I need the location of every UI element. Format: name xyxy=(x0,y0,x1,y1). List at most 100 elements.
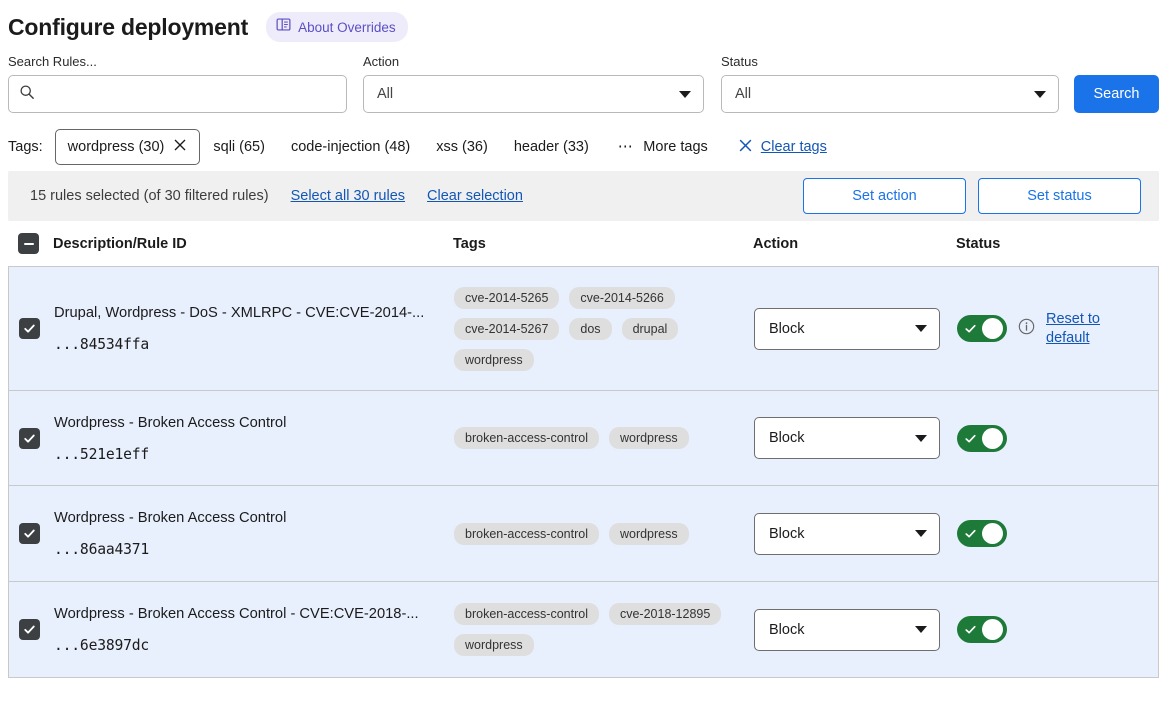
rule-action-cell: Block xyxy=(754,512,957,555)
toggle-knob xyxy=(982,619,1003,640)
reset-to-default-link[interactable]: Reset to default xyxy=(1046,310,1100,346)
rule-title: Drupal, Wordpress - DoS - XMLRPC - CVE:C… xyxy=(54,305,425,321)
rule-action-select[interactable]: Block xyxy=(754,307,940,350)
rule-status-toggle[interactable] xyxy=(957,520,1007,547)
rule-tag: wordpress xyxy=(608,522,689,545)
rule-action-select[interactable]: Block xyxy=(754,608,940,651)
table-row[interactable]: Wordpress - Broken Access Control - CVE:… xyxy=(8,582,1159,678)
tag-option-xss[interactable]: xss (36) xyxy=(436,139,488,155)
search-icon xyxy=(19,84,35,105)
set-status-button[interactable]: Set status xyxy=(978,178,1141,214)
toggle-knob xyxy=(982,523,1003,544)
check-icon xyxy=(24,324,35,333)
row-checkbox[interactable] xyxy=(19,523,40,544)
rule-tag: broken-access-control xyxy=(454,603,599,625)
clear-tags-button[interactable]: Clear tags xyxy=(738,138,827,157)
chevron-down-icon xyxy=(915,626,927,633)
select-all-checkbox[interactable] xyxy=(18,233,39,254)
close-icon xyxy=(738,138,753,157)
tag-option-header[interactable]: header (33) xyxy=(513,139,589,155)
rule-status-toggle[interactable] xyxy=(957,424,1007,452)
selection-toolbar: 15 rules selected (of 30 filtered rules)… xyxy=(8,171,1159,221)
row-checkbox-cell xyxy=(9,523,54,544)
rule-tag: wordpress xyxy=(454,634,534,656)
rule-action-cell: Block xyxy=(754,608,957,651)
rule-description-cell: Wordpress - Broken Access Control - CVE:… xyxy=(54,605,454,654)
status-field-group: Status All xyxy=(720,54,1059,113)
status-filter-value: All xyxy=(734,86,752,102)
rule-tags-cell: broken-access-control wordpress xyxy=(454,522,754,545)
row-checkbox-cell xyxy=(9,318,54,339)
toggle-knob xyxy=(982,318,1003,339)
table-row[interactable]: Wordpress - Broken Access Control ...86a… xyxy=(8,486,1159,582)
selected-tag-wordpress[interactable]: wordpress (30) xyxy=(54,129,201,165)
rule-action-select[interactable]: Block xyxy=(754,512,940,555)
rule-tag: cve-2014-5265 xyxy=(454,286,560,309)
about-overrides-button[interactable]: About Overrides xyxy=(266,12,408,42)
check-icon xyxy=(965,529,976,538)
table-row[interactable]: Wordpress - Broken Access Control ...521… xyxy=(8,391,1159,486)
more-tags-label: More tags xyxy=(643,139,708,155)
rule-status-cell xyxy=(957,424,1158,452)
rule-status-toggle[interactable] xyxy=(957,315,1007,342)
close-icon[interactable] xyxy=(173,138,187,156)
rule-status-toggle[interactable] xyxy=(957,616,1007,643)
rule-description-cell: Wordpress - Broken Access Control ...86a… xyxy=(54,509,454,558)
more-tags-button[interactable]: ⋯ More tags xyxy=(618,139,708,155)
rule-action-value: Block xyxy=(769,525,805,542)
action-filter-select[interactable]: All xyxy=(363,75,704,113)
column-header-tags: Tags xyxy=(453,235,486,252)
status-label: Status xyxy=(720,54,758,69)
info-icon[interactable] xyxy=(1018,318,1035,340)
rule-tag: cve-2014-5267 xyxy=(454,317,560,340)
column-header-status: Status xyxy=(956,235,1001,252)
page-header: Configure deployment About Overrides xyxy=(0,0,1167,46)
table-row[interactable]: Drupal, Wordpress - DoS - XMLRPC - CVE:C… xyxy=(8,267,1159,391)
chevron-down-icon xyxy=(915,434,927,442)
header-checkbox-cell xyxy=(8,233,53,254)
rule-id: ...84534ffa xyxy=(54,336,150,353)
status-filter-select[interactable]: All xyxy=(720,75,1059,113)
search-input[interactable] xyxy=(43,85,336,103)
rule-tag: cve-2014-5266 xyxy=(569,286,675,309)
tags-label: Tags: xyxy=(8,139,43,155)
rule-tags-cell: broken-access-control cve-2018-12895 wor… xyxy=(454,603,754,656)
rule-tags-cell: broken-access-control wordpress xyxy=(454,427,754,449)
tags-bar: Tags: wordpress (30) sqli (65) code-inje… xyxy=(0,123,1167,171)
action-field-group: Action All xyxy=(363,54,704,113)
rules-table: Description/Rule ID Tags Action Status D… xyxy=(8,221,1159,678)
page-title: Configure deployment xyxy=(8,13,249,40)
tag-option-code-injection[interactable]: code-injection (48) xyxy=(290,139,411,155)
rule-status-cell xyxy=(957,520,1158,547)
book-icon xyxy=(276,17,291,37)
rule-tag: wordpress xyxy=(608,427,689,449)
rule-title: Wordpress - Broken Access Control xyxy=(54,510,287,526)
rule-action-select[interactable]: Block xyxy=(754,417,940,459)
rule-id: ...6e3897dc xyxy=(54,637,150,654)
rule-tag: dos xyxy=(569,317,612,340)
chevron-down-icon xyxy=(678,90,691,98)
row-checkbox[interactable] xyxy=(19,318,40,339)
check-icon xyxy=(965,434,976,442)
ellipsis-icon: ⋯ xyxy=(617,138,635,155)
chevron-down-icon xyxy=(915,325,927,332)
tag-option-sqli[interactable]: sqli (65) xyxy=(213,139,265,155)
set-action-button[interactable]: Set action xyxy=(803,178,966,214)
rule-status-cell xyxy=(957,616,1158,643)
check-icon xyxy=(24,625,35,634)
check-icon xyxy=(24,434,35,443)
rule-id: ...86aa4371 xyxy=(54,541,150,558)
selected-tag-label: wordpress (30) xyxy=(67,139,165,155)
rule-action-cell: Block xyxy=(754,307,957,350)
select-all-link[interactable]: Select all 30 rules xyxy=(290,188,406,204)
rule-action-value: Block xyxy=(769,320,805,337)
about-overrides-label: About Overrides xyxy=(298,19,396,35)
rule-tags-cell: cve-2014-5265 cve-2014-5266 cve-2014-526… xyxy=(454,286,754,371)
row-checkbox[interactable] xyxy=(19,619,40,640)
clear-selection-link[interactable]: Clear selection xyxy=(427,188,523,204)
search-button[interactable]: Search xyxy=(1074,75,1159,113)
search-input-wrapper[interactable] xyxy=(8,75,347,113)
check-icon xyxy=(965,324,976,333)
row-checkbox[interactable] xyxy=(19,427,40,449)
selection-count: 15 rules selected (of 30 filtered rules) xyxy=(30,188,269,204)
